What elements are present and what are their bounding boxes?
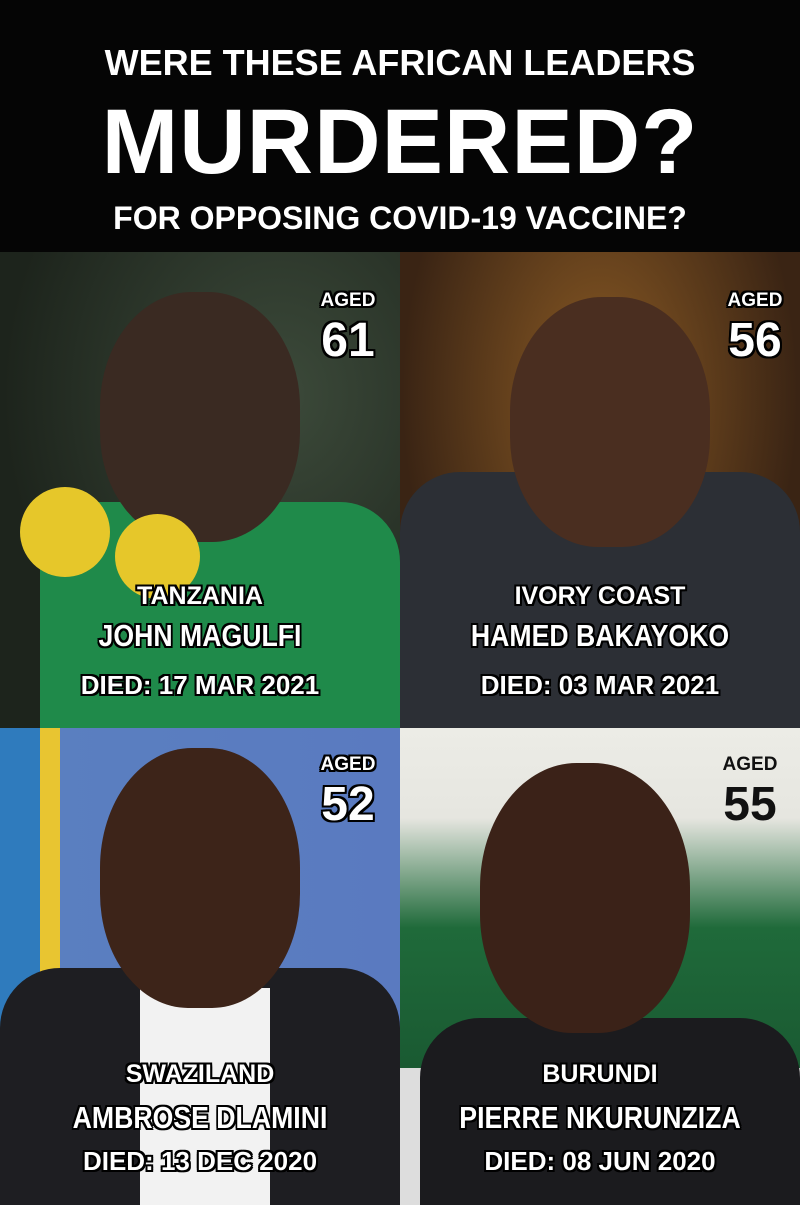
headline-line-3: FOR OPPOSING COVID-19 VACCINE? bbox=[113, 200, 687, 236]
portrait-head bbox=[100, 292, 300, 542]
country-label: SWAZILAND bbox=[125, 1060, 275, 1088]
death-date: DIED: 13 DEC 2020 bbox=[82, 1146, 318, 1176]
leader-panel-dlamini: AGED 52 SWAZILAND AMBROSE DLAMINI DIED: … bbox=[0, 728, 400, 1205]
death-date: DIED: 17 MAR 2021 bbox=[80, 670, 320, 700]
leader-name: AMBROSE DLAMINI bbox=[72, 1100, 328, 1135]
age-value: 61 bbox=[321, 314, 375, 367]
microphone-icon bbox=[115, 514, 200, 599]
headline-main: MURDERED? bbox=[101, 91, 699, 193]
leader-panel-magufuli: AGED 61 TANZANIA JOHN MAGULFI DIED: 17 M… bbox=[0, 252, 400, 728]
leader-name: PIERRE NKURUNZIZA bbox=[459, 1100, 741, 1135]
leader-panel-bakayoko: AGED 56 IVORY COAST HAMED BAKAYOKO DIED:… bbox=[400, 252, 800, 728]
microphone-icon bbox=[20, 487, 110, 577]
aged-label: AGED bbox=[722, 754, 778, 775]
portrait-head bbox=[510, 297, 710, 547]
portrait-body bbox=[420, 1018, 800, 1205]
leader-name: JOHN MAGULFI bbox=[98, 618, 302, 653]
portrait-shirt bbox=[140, 988, 270, 1205]
leader-name: HAMED BAKAYOKO bbox=[470, 618, 730, 653]
portrait-head bbox=[100, 748, 300, 1008]
aged-label: AGED bbox=[320, 754, 376, 775]
death-date: DIED: 08 JUN 2020 bbox=[484, 1146, 716, 1176]
aged-label: AGED bbox=[320, 290, 376, 311]
headline-banner: WERE THESE AFRICAN LEADERS MURDERED? FOR… bbox=[0, 0, 800, 252]
death-date: DIED: 03 MAR 2021 bbox=[480, 670, 720, 700]
country-label: IVORY COAST bbox=[514, 582, 686, 610]
age-value: 55 bbox=[723, 778, 777, 831]
country-label: TANZANIA bbox=[137, 582, 263, 610]
aged-label: AGED bbox=[727, 290, 783, 311]
headline-line-1: WERE THESE AFRICAN LEADERS bbox=[104, 42, 696, 83]
portrait-head bbox=[480, 763, 690, 1033]
age-value: 56 bbox=[728, 314, 782, 367]
leader-panel-nkurunziza: AGED 55 BURUNDI PIERRE NKURUNZIZA DIED: … bbox=[400, 728, 800, 1205]
age-value: 52 bbox=[321, 778, 375, 831]
country-label: BURUNDI bbox=[542, 1060, 658, 1088]
